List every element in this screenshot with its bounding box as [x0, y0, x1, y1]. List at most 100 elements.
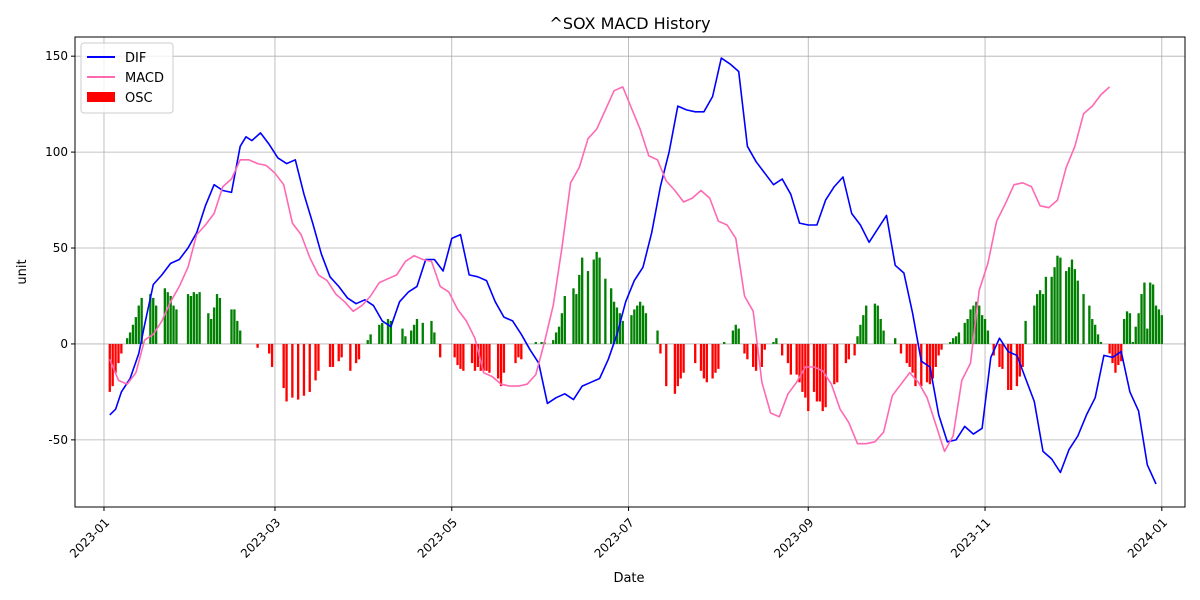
osc-bar: [1015, 343, 1019, 387]
osc-bar: [152, 297, 155, 344]
osc-bar: [386, 319, 390, 344]
osc-bar: [212, 307, 216, 344]
osc-bar: [711, 343, 714, 379]
osc-bar: [189, 295, 193, 344]
osc-bar: [1070, 259, 1074, 344]
osc-bar: [1001, 343, 1004, 369]
osc-bar: [215, 294, 219, 344]
osc-bar: [914, 343, 917, 387]
osc-bar: [705, 343, 708, 383]
osc-bar: [934, 343, 937, 367]
osc-bar: [812, 343, 816, 392]
osc-bar: [462, 343, 465, 371]
osc-bar: [317, 343, 320, 371]
osc-bar: [195, 294, 198, 344]
osc-bar: [865, 305, 868, 344]
grid: [75, 37, 1185, 507]
osc-bars: [108, 251, 1163, 412]
legend-entry-osc: OSC: [125, 91, 153, 106]
osc-bar: [615, 307, 619, 344]
osc-bar: [659, 343, 662, 354]
osc-bar: [210, 319, 213, 344]
osc-bar: [862, 315, 865, 344]
legend-swatch-osc: [87, 92, 115, 102]
osc-bar: [268, 343, 271, 354]
osc-bar: [270, 343, 274, 367]
y-tick-label: -50: [48, 433, 68, 447]
osc-bar: [1041, 294, 1045, 344]
osc-bar: [369, 334, 372, 344]
osc-bar: [578, 274, 581, 344]
osc-bar: [937, 343, 940, 356]
osc-bar: [638, 301, 642, 344]
osc-bar: [117, 343, 120, 364]
osc-bar: [760, 343, 764, 367]
osc-bar: [517, 343, 520, 358]
osc-bar: [1038, 290, 1042, 344]
osc-bar: [488, 343, 491, 373]
osc-bar: [114, 343, 117, 373]
osc-bar: [540, 342, 543, 344]
osc-bar: [1096, 334, 1100, 344]
osc-bar: [673, 343, 677, 394]
osc-bar: [1018, 343, 1021, 377]
osc-bar: [302, 343, 306, 396]
osc-bar: [954, 336, 958, 344]
osc-bar: [1108, 343, 1111, 354]
osc-bar: [731, 330, 735, 344]
series-line-dif: [109, 57, 1157, 485]
osc-bar: [1099, 342, 1103, 344]
osc-bar: [282, 343, 285, 389]
osc-bar: [986, 330, 990, 344]
y-axis-label: unit: [15, 259, 30, 284]
osc-bar: [807, 343, 810, 412]
osc-bar: [552, 340, 555, 344]
osc-bar: [1065, 271, 1068, 344]
osc-bar: [1146, 328, 1149, 344]
osc-bar: [1091, 319, 1094, 344]
osc-bar: [734, 324, 737, 344]
series-lines: [109, 57, 1157, 485]
osc-bar: [980, 315, 984, 344]
osc-bar: [894, 338, 897, 344]
osc-bar: [844, 343, 848, 364]
osc-bar: [899, 343, 903, 354]
osc-bar: [1114, 343, 1117, 373]
osc-bar: [108, 343, 111, 392]
osc-bar: [847, 343, 850, 360]
osc-bar: [366, 340, 369, 344]
osc-bar: [679, 343, 682, 379]
osc-bar: [969, 309, 972, 344]
osc-bar: [1157, 309, 1161, 344]
osc-bar: [963, 322, 966, 344]
osc-bar: [1149, 282, 1152, 344]
osc-bar: [1009, 343, 1013, 390]
osc-bar: [957, 332, 961, 344]
osc-bar: [218, 297, 222, 344]
osc-bar: [598, 257, 601, 344]
osc-bar: [401, 328, 404, 344]
osc-bar: [641, 305, 645, 344]
osc-bar: [1082, 294, 1085, 344]
osc-bar: [198, 292, 201, 344]
osc-bar: [1111, 343, 1114, 364]
osc-bar: [285, 343, 288, 402]
osc-bar: [479, 343, 482, 371]
osc-bar: [239, 330, 242, 344]
osc-bar: [859, 324, 862, 344]
osc-bar: [630, 315, 633, 344]
osc-bar: [717, 343, 720, 369]
osc-bar: [186, 294, 190, 344]
y-tick-label: 150: [45, 49, 68, 63]
osc-bar: [453, 343, 456, 358]
osc-bar: [694, 343, 697, 364]
osc-bar: [978, 305, 981, 344]
osc-bar: [166, 292, 169, 344]
osc-bar: [928, 343, 932, 385]
osc-bar: [1050, 276, 1053, 344]
osc-bar: [786, 343, 790, 364]
legend-entry-macd: MACD: [125, 71, 164, 86]
osc-bar: [1033, 305, 1036, 344]
osc-bar: [175, 309, 178, 344]
osc-bar: [291, 343, 294, 398]
